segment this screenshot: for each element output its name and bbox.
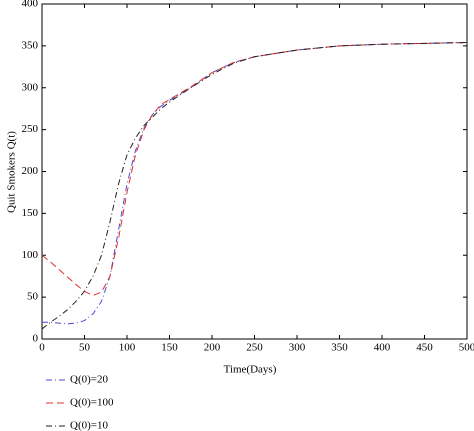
series-line <box>41 42 468 296</box>
y-tick-label: 250 <box>22 123 39 135</box>
y-tick-label: 150 <box>22 207 39 219</box>
y-tick-label: 200 <box>22 165 39 177</box>
y-axis-label: Quit Smokers Q(t) <box>6 131 18 213</box>
y-tick-label: 350 <box>22 39 39 51</box>
x-tick-label: 350 <box>331 342 348 354</box>
x-tick-label: 100 <box>119 342 136 354</box>
x-tick-label: 400 <box>374 342 391 354</box>
x-tick-label: 250 <box>246 342 263 354</box>
x-tick-label: 500 <box>459 342 474 354</box>
y-tick-label: 100 <box>22 249 39 261</box>
x-tick-label: 200 <box>204 342 221 354</box>
legend-label: Q(0)=100 <box>70 397 114 409</box>
legend-label: Q(0)=20 <box>70 374 108 386</box>
y-tick-label: 0 <box>33 333 39 345</box>
series-line <box>41 42 468 330</box>
y-tick-label: 50 <box>27 291 39 303</box>
legend-label: Q(0)=10 <box>70 420 108 431</box>
x-tick-label: 300 <box>289 342 306 354</box>
x-tick-label: 0 <box>39 342 45 354</box>
x-tick-label: 150 <box>161 342 178 354</box>
x-tick-label: 50 <box>79 342 91 354</box>
x-tick-label: 450 <box>416 342 433 354</box>
y-tick-label: 400 <box>22 0 39 10</box>
x-axis-label: Time(Days) <box>224 364 277 376</box>
series-line <box>42 42 468 325</box>
y-tick-label: 300 <box>22 81 39 93</box>
